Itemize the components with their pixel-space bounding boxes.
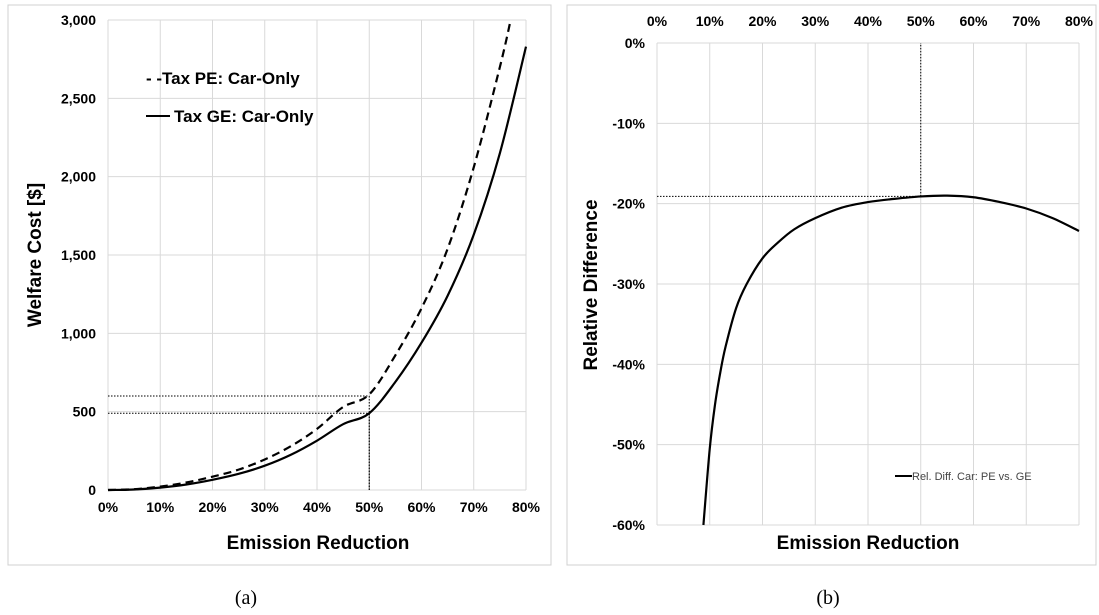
y-tick-label: 3,000 bbox=[61, 12, 96, 28]
y-tick-label: -60% bbox=[612, 517, 645, 533]
panel-a-y-axis-title: Welfare Cost [$] bbox=[25, 183, 46, 327]
x-tick-label: 30% bbox=[801, 13, 830, 29]
panel-a-y-tick-labels: 0 500 1,000 1,500 2,000 2,500 3,000 bbox=[61, 12, 96, 498]
panel-b-relative-difference-chart: 0% 10% 20% 30% 40% 50% 60% 70% 80% 0% -10% -20% -30… bbox=[566, 4, 1097, 566]
panel-b-x-axis-title: Emission Reduction bbox=[777, 533, 960, 554]
x-tick-label: 60% bbox=[959, 13, 988, 29]
x-tick-label: 10% bbox=[146, 499, 175, 515]
panel-b-legend: Rel. Diff. Car: PE vs. GE bbox=[895, 471, 1032, 483]
x-tick-label: 80% bbox=[1065, 13, 1094, 29]
x-tick-label: 50% bbox=[355, 499, 384, 515]
y-tick-label: 2,000 bbox=[61, 169, 96, 185]
panel-a-welfare-cost-chart: 0% 10% 20% 30% 40% 50% 60% 70% 80% 0 500 1,000 1,50… bbox=[7, 4, 552, 566]
x-tick-label: 40% bbox=[303, 499, 332, 515]
panel-a-x-tick-labels: 0% 10% 20% 30% 40% 50% 60% 70% 80% bbox=[98, 499, 541, 515]
series-line-tax-ge-car-only bbox=[107, 46, 528, 492]
panel-b-frame bbox=[566, 4, 1097, 566]
y-tick-label: -30% bbox=[612, 276, 645, 292]
y-tick-label: -10% bbox=[612, 115, 645, 131]
y-tick-label: -50% bbox=[612, 437, 645, 453]
series-line-tax-pe-car-only bbox=[107, 21, 512, 492]
panel-a-series bbox=[107, 21, 528, 492]
x-tick-label: 0% bbox=[98, 499, 119, 515]
caption-b: (b) bbox=[816, 587, 839, 609]
x-tick-label: 50% bbox=[907, 13, 936, 29]
x-tick-label: 70% bbox=[460, 499, 489, 515]
y-tick-label: 0% bbox=[625, 35, 646, 51]
x-tick-label: 10% bbox=[696, 13, 725, 29]
x-tick-label: 20% bbox=[198, 499, 227, 515]
y-tick-label: 500 bbox=[73, 404, 97, 420]
x-tick-label: 40% bbox=[854, 13, 883, 29]
panel-a-reference-lines bbox=[108, 395, 370, 490]
panel-b-gridlines bbox=[656, 42, 1080, 526]
x-tick-label: 20% bbox=[748, 13, 777, 29]
x-tick-label: 70% bbox=[1012, 13, 1041, 29]
x-tick-label: 0% bbox=[647, 13, 668, 29]
y-tick-label: 1,000 bbox=[61, 325, 96, 341]
panel-b-y-tick-labels: 0% -10% -20% -30% -40% -50% -60% bbox=[612, 35, 645, 533]
y-tick-label: 2,500 bbox=[61, 90, 96, 106]
y-tick-label: -20% bbox=[612, 196, 645, 212]
panel-a-frame bbox=[7, 4, 552, 566]
panel-b-x-tick-labels: 0% 10% 20% 30% 40% 50% 60% 70% 80% bbox=[647, 13, 1094, 29]
panel-a-legend: - -Tax PE: Car-Only Tax GE: Car-Only bbox=[146, 69, 314, 126]
panel-a-gridlines bbox=[107, 19, 527, 491]
panel-b-y-axis-title: Relative Difference bbox=[581, 199, 602, 370]
series-line-rel-diff-car-pe-vs-ge bbox=[702, 194, 1080, 526]
legend-entry-rel-diff: Rel. Diff. Car: PE vs. GE bbox=[912, 471, 1032, 483]
panel-b-series bbox=[702, 194, 1080, 526]
panel-b-reference-lines bbox=[657, 43, 922, 197]
x-tick-label: 80% bbox=[512, 499, 541, 515]
y-tick-label: 1,500 bbox=[61, 247, 96, 263]
legend-entry-tax-pe: - -Tax PE: Car-Only bbox=[146, 69, 300, 88]
caption-a: (a) bbox=[235, 587, 257, 609]
y-tick-label: -40% bbox=[612, 356, 645, 372]
x-tick-label: 30% bbox=[251, 499, 280, 515]
y-tick-label: 0 bbox=[88, 482, 96, 498]
legend-entry-tax-ge: Tax GE: Car-Only bbox=[174, 107, 314, 126]
panel-a-x-axis-title: Emission Reduction bbox=[227, 533, 410, 554]
x-tick-label: 60% bbox=[407, 499, 436, 515]
